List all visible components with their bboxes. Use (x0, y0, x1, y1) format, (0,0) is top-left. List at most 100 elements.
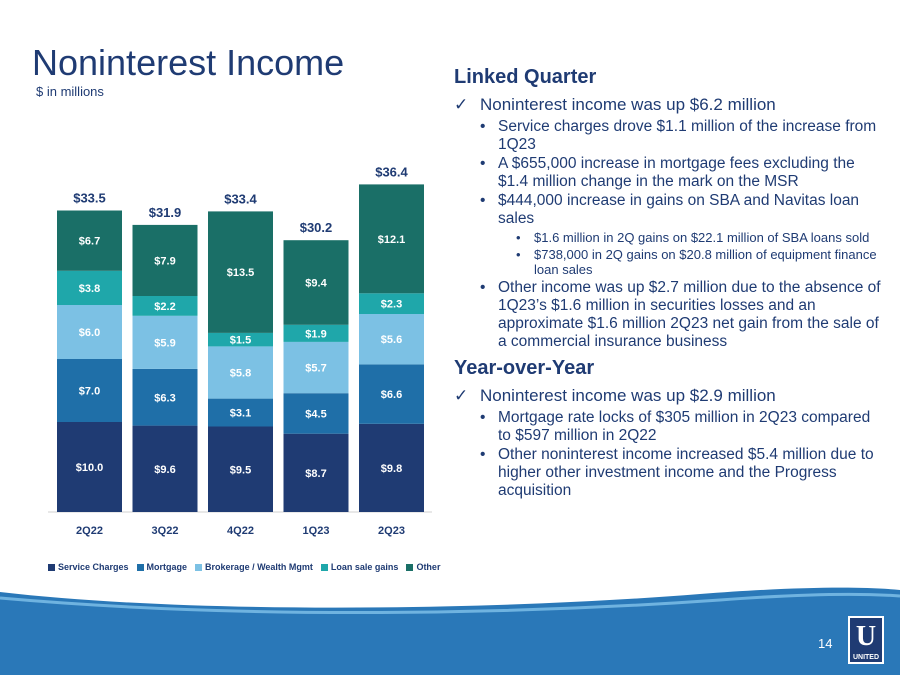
checkmark-icon: ✓ (454, 386, 469, 405)
data-label: $6.3 (154, 392, 175, 404)
bar-segment (359, 423, 424, 512)
data-label: $7.0 (79, 386, 100, 398)
data-label: $13.5 (227, 267, 255, 279)
checkmark-icon: ✓ (454, 95, 469, 114)
total-label: $33.5 (73, 191, 106, 206)
bar-segment (132, 296, 198, 316)
bullet-item: Service charges drove $1.1 million of th… (480, 118, 884, 154)
year-over-year-bullets: Mortgage rate locks of $305 million in 2… (480, 409, 884, 500)
bar-segment (283, 240, 349, 325)
data-label: $10.0 (76, 462, 104, 474)
legend-label: Other (416, 562, 441, 572)
legend-label: Brokerage / Wealth Mgmt (205, 562, 313, 572)
data-label: $9.4 (305, 278, 327, 290)
legend-swatch (136, 563, 144, 571)
x-tick-label: 3Q22 (152, 525, 179, 537)
bar-segment (359, 293, 424, 314)
legend-swatch (195, 563, 203, 571)
x-tick-label: 1Q23 (303, 525, 330, 537)
data-label: $5.8 (230, 368, 251, 380)
chart-legend: Service Charges Mortgage Brokerage / Wea… (48, 562, 440, 572)
bar-segment (132, 315, 198, 369)
legend-item-loan-sale-gains: Loan sale gains (320, 562, 399, 572)
logo-text: UNITED (853, 654, 879, 661)
total-label: $31.9 (149, 205, 182, 220)
data-label: $1.5 (230, 335, 251, 347)
legend-label: Mortgage (146, 562, 188, 572)
bar-segment (132, 368, 198, 426)
year-over-year-check: ✓ Noninterest income was up $2.9 million (454, 386, 884, 406)
bullet-item: Other noninterest income increased $5.4 … (480, 446, 884, 500)
legend-item-mortgage: Mortgage (136, 562, 188, 572)
legend-swatch (48, 563, 55, 571)
data-label: $2.2 (154, 301, 175, 313)
bar-segment (208, 398, 273, 427)
x-tick-label: 4Q22 (227, 525, 254, 537)
bar-segment (57, 270, 122, 305)
data-label: $6.0 (79, 327, 100, 339)
bar-segment (132, 425, 198, 512)
data-label: $3.8 (79, 283, 100, 295)
total-label: $33.4 (224, 191, 257, 206)
bar-segment (208, 426, 273, 512)
bar-segment (208, 332, 273, 347)
page-number: 14 (818, 636, 833, 651)
check-text: Noninterest income was up $2.9 million (480, 386, 776, 405)
page-subtitle: $ in millions (36, 84, 104, 99)
data-label: $12.1 (378, 234, 406, 246)
data-label: $1.9 (305, 328, 326, 340)
united-logo: U UNITED (848, 616, 884, 664)
data-label: $5.7 (305, 363, 326, 375)
x-tick-label: 2Q22 (76, 525, 103, 537)
sub-bullets: $1.6 million in 2Q gains on $22.1 millio… (516, 230, 884, 277)
bar-segment (283, 433, 349, 512)
year-over-year-heading: Year-over-Year (454, 357, 595, 379)
data-label: $5.9 (154, 337, 175, 349)
bar-segment (283, 324, 349, 342)
footer-wave (0, 587, 900, 675)
legend-item-service-charges: Service Charges (48, 562, 129, 572)
legend-swatch (406, 563, 414, 571)
legend-label: Loan sale gains (330, 562, 399, 572)
bullet-text: $444,000 increase in gains on SBA and Na… (498, 192, 860, 227)
data-label: $4.5 (305, 408, 326, 420)
bar-segment (132, 224, 198, 296)
bar-segment (208, 346, 273, 399)
legend-item-other: Other (406, 562, 440, 572)
linked-quarter-check: ✓ Noninterest income was up $6.2 million (454, 95, 884, 115)
legend-swatch (320, 563, 328, 571)
bar-segment (57, 305, 122, 359)
bar-segment (359, 184, 424, 294)
bullet-item: Mortgage rate locks of $305 million in 2… (480, 409, 884, 445)
commentary-panel: Linked Quarter ✓ Noninterest income was … (454, 66, 884, 501)
noninterest-income-chart: $10.0 $7.0 $6.0 $3.8 $6.7 $33.5 2Q22 $9.6 $6.3 $5… (48, 164, 432, 537)
total-label: $30.2 (300, 220, 333, 235)
bar-segment (208, 211, 273, 333)
bullet-item: Other income was up $2.7 million due to … (480, 279, 884, 351)
data-label: $6.7 (79, 236, 100, 248)
bar-segment (57, 359, 122, 422)
linked-quarter-heading: Linked Quarter (454, 66, 597, 88)
data-label: $9.6 (154, 464, 175, 476)
bar-segment (359, 314, 424, 365)
data-label: $5.6 (381, 334, 402, 346)
logo-letter: U (856, 621, 876, 652)
legend-item-brokerage: Brokerage / Wealth Mgmt (195, 562, 313, 572)
total-label: $36.4 (375, 164, 408, 179)
bar-segment (283, 393, 349, 434)
data-label: $7.9 (154, 255, 175, 267)
legend-label: Service Charges (58, 562, 129, 572)
data-label: $2.3 (381, 299, 402, 311)
data-label: $9.5 (230, 464, 251, 476)
sub-bullet-item: $738,000 in 2Q gains on $20.8 million of… (516, 247, 884, 277)
page-title: Noninterest Income (32, 42, 345, 83)
bar-segment (57, 422, 122, 512)
x-tick-label: 2Q23 (378, 525, 405, 537)
bullet-item: A $655,000 increase in mortgage fees exc… (480, 155, 884, 191)
linked-quarter-bullets: Service charges drove $1.1 million of th… (480, 118, 884, 351)
data-label: $6.6 (381, 389, 402, 401)
bar-segment (57, 210, 122, 271)
check-text: Noninterest income was up $6.2 million (480, 95, 776, 114)
bullet-item: $444,000 increase in gains on SBA and Na… (480, 192, 884, 277)
data-label: $8.7 (305, 468, 326, 480)
